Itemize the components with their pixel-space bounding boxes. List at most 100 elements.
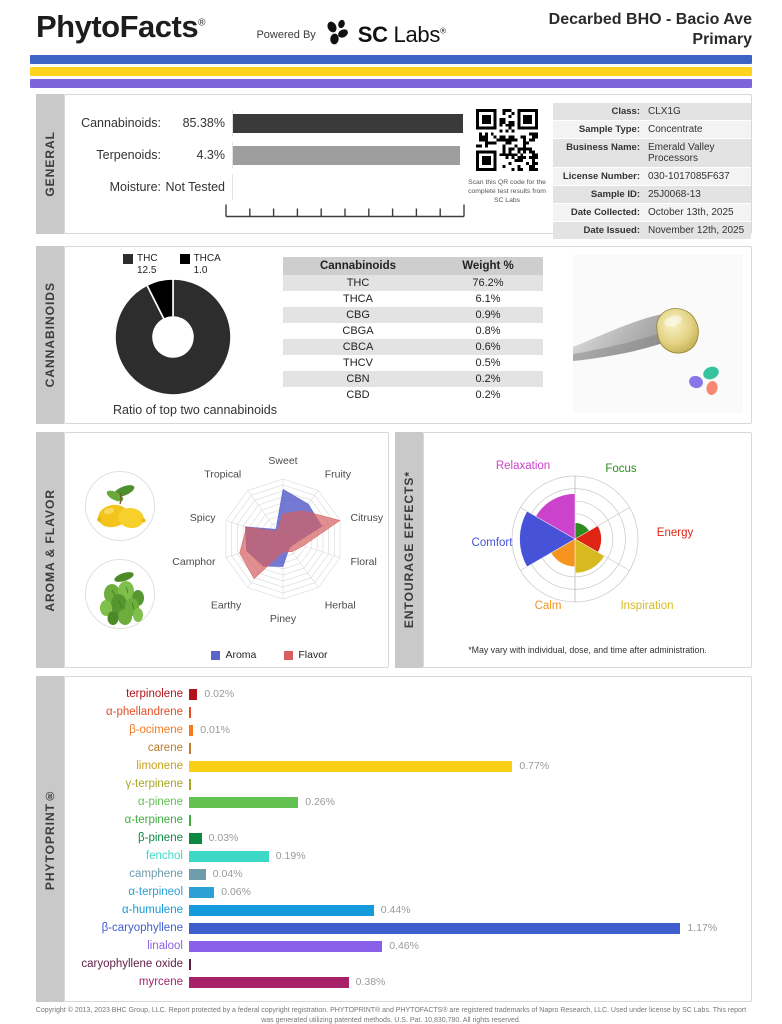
info-label: License Number:: [562, 171, 640, 182]
cannabinoid-name: THCV: [343, 357, 373, 369]
terpene-row: α-terpinene: [69, 811, 747, 829]
copyright-footer: Copyright © 2013, 2023 BHC Group, LLC. R…: [35, 1007, 747, 1024]
terpene-name: γ-terpinene: [125, 778, 183, 790]
sc-labs-wordmark: SC Labs®: [358, 22, 446, 48]
terpene-bar: [189, 832, 202, 844]
info-label: Business Name:: [566, 142, 640, 153]
cannabinoid-name: THCA: [343, 293, 373, 305]
flavor-swatch: [284, 650, 294, 660]
section-aroma-label: AROMA & FLAVOR: [43, 488, 57, 612]
report-title-line1: Decarbed BHO - Bacio Ave: [548, 11, 752, 28]
svg-text:Herbal: Herbal: [325, 599, 356, 611]
thc-legend-name: THC: [137, 253, 158, 264]
section-cannabinoids: CANNABINOIDS THC 12.5 THCA 1.0 Ratio of to…: [36, 246, 752, 424]
section-entourage-box: Focus Energy Inspiration Calm Comfort Relaxat…: [423, 432, 752, 668]
donut-caption: Ratio of top two cannabinoids: [113, 403, 277, 417]
aroma-swatch: [211, 650, 221, 660]
svg-text:Focus: Focus: [605, 463, 637, 475]
terpene-bar: [189, 796, 299, 808]
moisture-label: Moisture:: [109, 180, 161, 194]
terpene-name: carene: [147, 742, 183, 754]
cannabinoid-row: CBGA 0.8%: [283, 323, 543, 339]
terpene-row: β-caryophyllene 1.17%: [69, 919, 747, 937]
sample-info-table: Class: CLX1G Sample Type: Concentrate Busine…: [553, 103, 751, 240]
terpene-bar: [189, 688, 198, 700]
svg-text:Citrusy: Citrusy: [351, 512, 384, 524]
stripe-purple: [30, 79, 752, 88]
terpene-name: α-humulene: [122, 904, 183, 916]
terpene-bar: [189, 922, 681, 934]
section-phytoprint-box: terpinolene 0.02% α-phellandrene β-ocimene 0…: [64, 676, 752, 1002]
cannabinoids-total-value: 85.38%: [182, 116, 225, 130]
terpene-name: β-ocimene: [129, 724, 183, 736]
terpene-row: linalool 0.46%: [69, 937, 747, 955]
terpene-row: γ-terpinene: [69, 775, 747, 793]
terpene-value: 0.02%: [204, 688, 235, 700]
powered-by-block: Powered By SC Labs®: [256, 18, 446, 51]
info-row: Class: CLX1G: [553, 103, 751, 120]
cannabinoid-row: THCA 6.1%: [283, 291, 543, 307]
section-aroma-entourage: AROMA & FLAVOR: [36, 432, 752, 668]
terpene-row: α-terpineol 0.06%: [69, 883, 747, 901]
terpene-name: β-pinene: [138, 832, 183, 844]
terpene-value: 0.03%: [208, 832, 239, 844]
info-row: Sample ID: 25J0068-13: [553, 186, 751, 203]
svg-text:Inspiration: Inspiration: [620, 600, 673, 612]
terpene-value: 0.26%: [305, 796, 335, 808]
cannabinoid-weight: 0.6%: [475, 341, 501, 353]
terpene-bar: [189, 850, 269, 862]
hops-image: [85, 559, 155, 629]
section-general: GENERAL Cannabinoids: 85.38% Terpenoids:…: [36, 94, 752, 239]
table-header-cell: Weight %: [462, 260, 514, 272]
terpenoids-bar-track: [232, 142, 469, 168]
qr-caption: Scan this QR code for the complete test …: [468, 179, 546, 204]
section-entourage-label-strip: ENTOURAGE EFFECTS*: [395, 432, 423, 668]
section-phytoprint-label-strip: PHYTOPRINT®: [36, 676, 64, 1002]
phytofacts-logo: PhytoFacts®: [36, 9, 205, 44]
terpene-value: 0.04%: [212, 868, 243, 880]
terpene-bar: [189, 886, 215, 898]
cannabinoid-row: CBG 0.9%: [283, 307, 543, 323]
scale-ruler: [225, 203, 465, 224]
stripe-yellow: [30, 67, 752, 76]
terpene-name: myrcene: [138, 976, 183, 988]
info-value: November 12th, 2025: [648, 225, 745, 236]
cannabinoid-weight: 6.1%: [475, 293, 501, 305]
aroma-flavor-radar-chart: Sweet Fruity Citrusy Floral Herbal Piney Earth…: [157, 435, 409, 654]
flavor-legend-label: Flavor: [298, 649, 328, 661]
svg-text:Relaxation: Relaxation: [496, 460, 550, 472]
thca-legend-value: 1.0: [193, 265, 208, 276]
info-row: License Number: 030-1017085F637: [553, 168, 751, 185]
terpene-name: limonene: [136, 760, 183, 772]
terpene-value: 0.06%: [221, 886, 251, 898]
svg-text:Tropical: Tropical: [204, 469, 241, 481]
section-cannabinoids-box: THC 12.5 THCA 1.0 Ratio of top two cannabi…: [64, 246, 752, 424]
info-label: Date Collected:: [570, 207, 640, 218]
cannabinoid-name: CBGA: [342, 325, 374, 337]
svg-text:Camphor: Camphor: [172, 556, 216, 568]
svg-text:Energy: Energy: [657, 527, 694, 539]
section-cannabinoids-label: CANNABINOIDS: [43, 282, 57, 388]
info-value: Emerald Valley Processors: [648, 142, 715, 164]
entourage-polar-chart: Focus Energy Inspiration Calm Comfort Relaxat…: [424, 437, 752, 646]
terpene-row: α-phellandrene: [69, 703, 747, 721]
cannabinoids-total-label: Cannabinoids:: [81, 116, 161, 130]
cannabinoid-name: THC: [346, 277, 370, 289]
info-label: Sample ID:: [590, 189, 640, 200]
terpene-name: α-terpinene: [124, 814, 183, 826]
info-row: Sample Type: Concentrate: [553, 121, 751, 138]
terpene-value: 0.77%: [519, 760, 550, 772]
aroma-flavor-legend: Aroma Flavor: [157, 649, 382, 661]
legend-item-thca: THCA 1.0: [179, 253, 221, 277]
cannabinoid-name: CBG: [346, 309, 370, 321]
terpene-value: 0.01%: [200, 724, 230, 736]
terpenoids-bar: [233, 145, 460, 165]
aroma-legend-label: Aroma: [225, 649, 257, 661]
cannabinoid-row: CBN 0.2%: [283, 371, 543, 387]
terpene-bar: [189, 742, 191, 754]
terpene-name: linalool: [147, 940, 183, 952]
qr-code: [465, 109, 549, 176]
info-value: October 13th, 2025: [648, 207, 734, 218]
cannabinoid-row: CBCA 0.6%: [283, 339, 543, 355]
